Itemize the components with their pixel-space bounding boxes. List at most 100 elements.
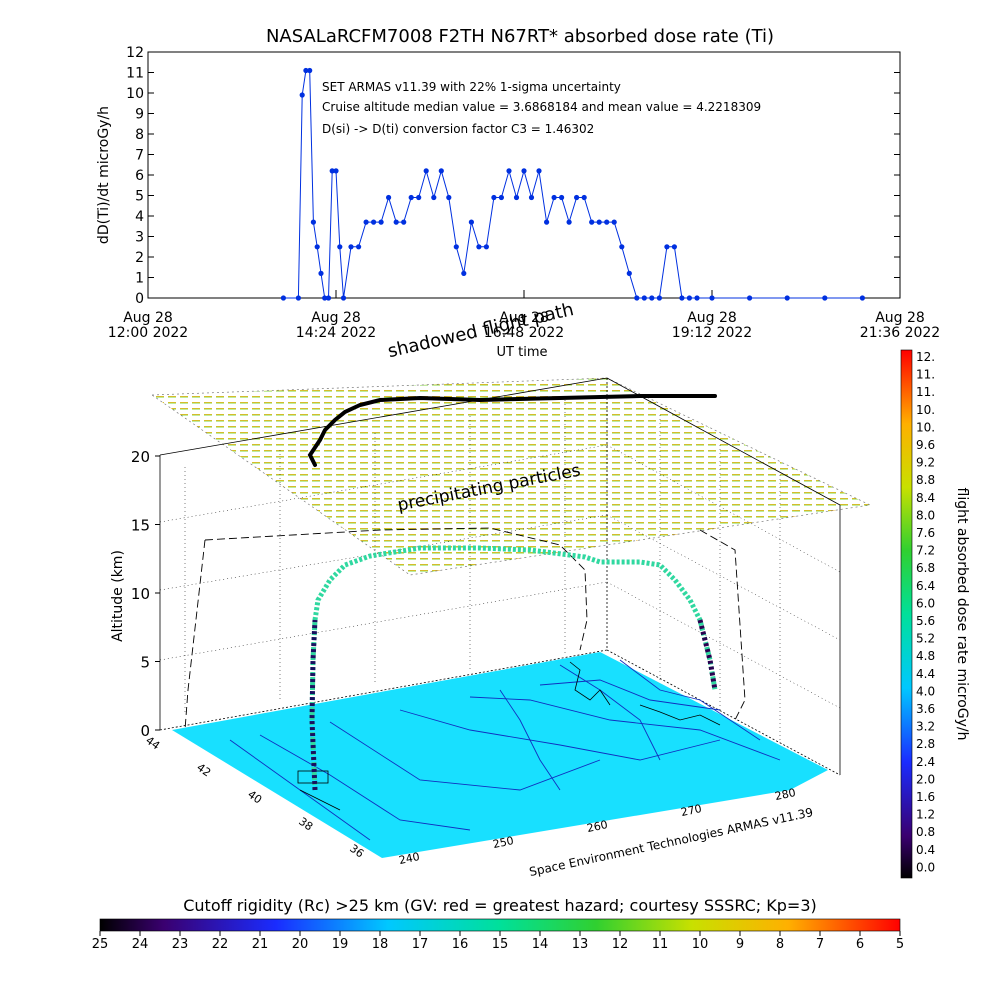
dose-rate-tick-label: 8.4	[916, 491, 935, 505]
dose-rate-point	[461, 270, 467, 276]
flight-path-top-projection	[307, 394, 717, 467]
dose-rate-tick-label: 0.4	[916, 843, 935, 857]
y-tick-label: 4	[135, 209, 144, 225]
dose-rate-point	[307, 67, 313, 74]
dose-rate-point	[314, 244, 320, 250]
dose-rate-point	[559, 194, 565, 201]
dose-rate-tick-label: 11.	[916, 385, 935, 399]
map-boundaries	[229, 659, 781, 841]
dose-rate-point	[423, 168, 429, 174]
rigidity-tick-label: 12	[612, 937, 629, 952]
dose-rate-point	[859, 295, 866, 301]
dose-rate-point	[453, 244, 459, 250]
scene-grid	[159, 400, 841, 740]
dose-rate-point	[476, 244, 482, 250]
dose-rate-point	[641, 295, 647, 301]
dose-rate-tick-label: 5.6	[916, 614, 935, 628]
dose-rate-point	[686, 295, 693, 301]
rigidity-tick-label: 11	[652, 937, 669, 952]
dose-rate-point	[325, 295, 332, 301]
dose-rate-point	[671, 244, 678, 250]
shadow-path-right	[699, 529, 746, 721]
dose-rate-tick-label: 11.	[916, 368, 935, 382]
longitude-axis: 240 250 260 270 280	[398, 786, 797, 867]
dose-rate-point	[378, 219, 384, 225]
dose-rate-tick-label: 9.2	[916, 456, 935, 470]
dose-rate-point	[491, 194, 497, 201]
y-tick-label: 8	[135, 127, 144, 143]
dose-rate-point	[551, 194, 557, 201]
x-tick-time: 12:00 2022	[108, 325, 188, 341]
dose-rate-point	[310, 219, 316, 225]
dose-rate-tick-label: 10.	[916, 420, 935, 434]
dose-rate-point	[483, 244, 489, 250]
dose-rate-point	[506, 168, 512, 174]
latitude-tick-label: 40	[245, 788, 264, 807]
flight-path-ascent	[309, 619, 318, 791]
annotation-3: D(si) -> D(ti) conversion factor C3 = 1.…	[322, 122, 594, 136]
dose-rate-point	[408, 194, 414, 201]
dose-rate-series	[280, 67, 866, 301]
dose-rate-point	[604, 219, 610, 225]
precipitating-layer	[152, 378, 870, 575]
dose-rate-tick-label: 3.2	[916, 720, 935, 734]
dose-rate-point	[416, 194, 422, 201]
rigidity-tick-label: 23	[172, 937, 189, 952]
dose-rate-tick-label: 6.0	[916, 596, 935, 610]
dose-rate-point	[694, 295, 700, 301]
x-tick-date: Aug 28	[875, 310, 925, 326]
cutoff-rigidity-label: Cutoff rigidity (Rc) >25 km (GV: red = g…	[183, 896, 817, 915]
rigidity-tick-label: 18	[372, 937, 389, 952]
annotation-1: SET ARMAS v11.39 with 22% 1-sigma uncert…	[322, 80, 621, 94]
dose-rate-tick-label: 6.4	[916, 579, 935, 593]
dose-rate-point	[544, 219, 550, 225]
dose-rate-point	[401, 219, 407, 225]
rigidity-tick-label: 5	[896, 937, 904, 952]
dose-rate-point	[649, 295, 655, 301]
longitude-tick-label: 270	[680, 802, 703, 819]
dose-rate-point	[371, 219, 377, 225]
rigidity-tick-label: 20	[292, 937, 309, 952]
dose-rate-point	[566, 219, 572, 225]
dose-rate-tick-label: 2.0	[916, 772, 935, 786]
altitude-axis: 0 5 10 15 20	[131, 448, 160, 740]
dose-rate-point	[318, 270, 324, 276]
dose-rate-tick-label: 1.2	[916, 808, 935, 822]
altitude-tick-label: 20	[131, 448, 150, 466]
rigidity-tick-label: 16	[452, 937, 469, 952]
flight-path-descent	[697, 619, 718, 691]
dose-rate-point	[656, 295, 663, 301]
dose-rate-tick-label: 2.8	[916, 737, 935, 751]
altitude-label: Altitude (km)	[110, 550, 126, 642]
longitude-tick-label: 280	[774, 786, 797, 803]
dose-rate-point	[589, 219, 595, 225]
map-coastlines	[299, 661, 721, 811]
x-tick-time: 21:36 2022	[860, 325, 940, 341]
dose-rate-point	[280, 295, 286, 301]
y-tick-label: 6	[135, 168, 144, 184]
flight-path-3d	[309, 545, 718, 791]
y-tick-label: 0	[135, 291, 144, 307]
longitude-tick-label: 260	[586, 818, 609, 835]
rigidity-tick-label: 9	[736, 937, 744, 952]
x-tick-time: 19:12 2022	[672, 325, 752, 341]
shadow-path-back	[204, 527, 588, 651]
rigidity-tick-label: 15	[492, 937, 509, 952]
rigidity-tick-label: 6	[856, 937, 864, 952]
y-tick-label: 9	[135, 107, 144, 123]
x-tick-date: Aug 28	[687, 310, 737, 326]
map-base	[172, 652, 828, 858]
dose-rate-point	[513, 194, 520, 201]
longitude-tick-label: 240	[398, 850, 421, 867]
altitude-tick-label: 15	[131, 517, 150, 535]
dose-rate-point	[709, 295, 715, 301]
y-tick-label: 7	[135, 148, 144, 164]
rigidity-tick-label: 22	[212, 937, 229, 952]
dose-rate-point	[295, 295, 301, 301]
dose-rate-tick-label: 10.	[916, 403, 935, 417]
dose-rate-point	[337, 244, 343, 250]
dose-rate-point	[322, 295, 328, 301]
dose-rate-tick-label: 4.8	[916, 649, 935, 663]
top-chart-title: NASALaRCFM7008 F2TH N67RT* absorbed dose…	[266, 26, 774, 47]
